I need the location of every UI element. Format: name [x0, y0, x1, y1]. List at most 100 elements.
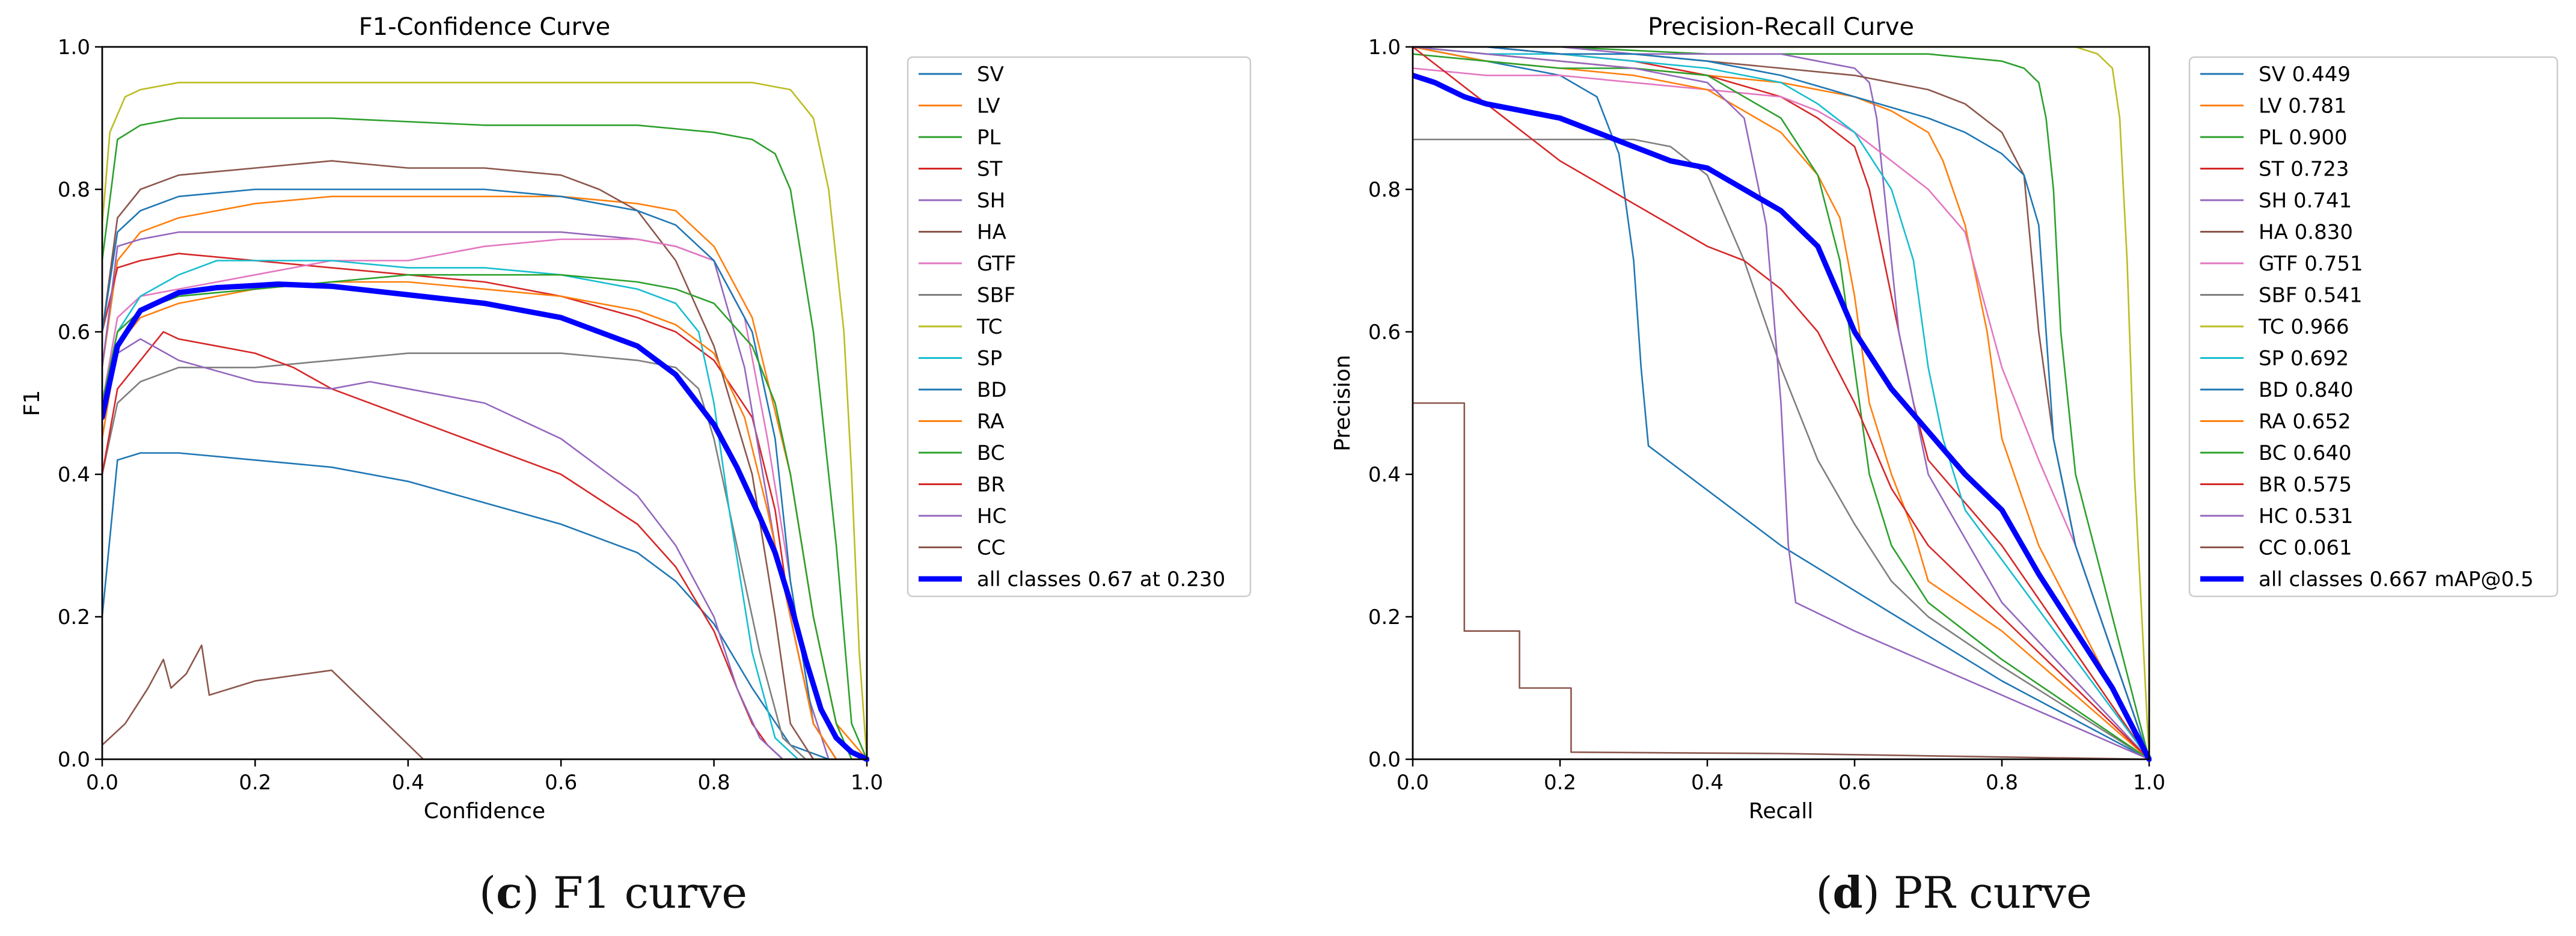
pr-legend-label-lv: LV 0.781: [2259, 94, 2347, 118]
caption-right-text: PR curve: [1894, 867, 2092, 918]
pr-series-bd: [1413, 46, 2150, 760]
f1-ytick-label: 0.4: [58, 463, 90, 487]
f1-legend-label-bd: BD: [977, 378, 1007, 402]
pr-series-br: [1413, 46, 2150, 760]
f1-legend-label-tc: TC: [976, 315, 1003, 339]
pr-axes-spines: [1412, 46, 2150, 760]
f1-xtick-label: 1.0: [851, 771, 883, 795]
f1-series-bd: [102, 188, 837, 760]
pr-legend-label-sp: SP 0.692: [2259, 347, 2349, 371]
pr-legend-label-gtf: GTF 0.751: [2259, 252, 2363, 276]
f1-legend-label-sh: SH: [977, 189, 1005, 213]
f1-legend-label-all: all classes 0.67 at 0.230: [977, 567, 1225, 592]
pr-ytick-label: 1.0: [1368, 35, 1401, 60]
f1-ytick-label: 0.8: [58, 178, 90, 202]
f1-series-pl: [102, 117, 868, 760]
precision-recall-chart: 0.0 0.2 0.4 0.6 0.8 1.0 0.0 0.2 0.4 0.6 0.8 1.0 Prec…: [1330, 13, 2559, 824]
pr-ytick-label: 0.2: [1368, 605, 1401, 629]
f1-xtick-label: 0.0: [86, 771, 118, 795]
f1-legend-label-sbf: SBF: [977, 284, 1015, 308]
f1-ytick-label: 0.2: [58, 605, 90, 629]
f1-legend: SV LV PL ST SH HA GTF SBF TC SP BD RA BC BR HC CC all cl…: [907, 56, 1252, 598]
pr-series-bc: [1413, 53, 2150, 760]
pr-legend-label-cc: CC 0.061: [2259, 536, 2352, 560]
f1-xlabel: Confidence: [424, 799, 545, 824]
pr-legend-label-ha: HA 0.830: [2259, 221, 2353, 245]
f1-series-group: [102, 82, 869, 762]
f1-ylabel: F1: [20, 390, 44, 417]
f1-legend-label-hc: HC: [977, 504, 1006, 528]
pr-series-cc: [1413, 402, 2150, 760]
f1-legend-label-lv: LV: [977, 94, 1000, 118]
f1-series-bc: [102, 274, 852, 760]
pr-series-hc: [1413, 46, 2150, 760]
f1-legend-label-ra: RA: [977, 410, 1005, 434]
f1-legend-label-pl: PL: [977, 126, 1001, 150]
pr-legend-label-bd: BD 0.840: [2259, 378, 2354, 402]
pr-xtick-label: 0.2: [1544, 771, 1576, 795]
caption-left: (c) F1 curve: [479, 867, 747, 918]
f1-series-all: [102, 281, 869, 762]
f1-legend-label-st: ST: [977, 158, 1003, 182]
f1-legend-label-cc: CC: [977, 536, 1005, 560]
caption-left-letter: c: [496, 867, 522, 918]
pr-title: Precision-Recall Curve: [1648, 13, 1914, 41]
pr-legend-box: [2188, 56, 2559, 598]
f1-series-ra: [102, 281, 837, 760]
pr-series-pl: [1413, 46, 2150, 760]
pr-legend-label-all: all classes 0.667 mAP@0.5: [2259, 567, 2533, 592]
caption-right-letter: d: [1832, 867, 1862, 918]
f1-series-gtf: [102, 238, 837, 760]
pr-legend-label-st: ST 0.723: [2259, 158, 2349, 182]
pr-legend: SV 0.449 LV 0.781 PL 0.900 ST 0.723 SH 0.741…: [2188, 56, 2559, 598]
pr-legend-label-bc: BC 0.640: [2259, 441, 2352, 465]
f1-axes-spines: [101, 46, 868, 760]
f1-legend-label-sp: SP: [977, 347, 1002, 371]
f1-xtick-label: 0.8: [698, 771, 730, 795]
pr-legend-label-pl: PL 0.900: [2259, 126, 2348, 150]
pr-xtick-label: 0.0: [1397, 771, 1429, 795]
pr-ytick-label: 0.0: [1368, 748, 1401, 772]
pr-legend-label-sbf: SBF 0.541: [2259, 284, 2363, 308]
pr-series-sp: [1413, 46, 2150, 760]
caption-right: (d) PR curve: [1816, 867, 2091, 918]
f1-legend-box: [907, 56, 1252, 598]
f1-ytick-label: 1.0: [58, 35, 90, 60]
f1-series-sv: [102, 452, 830, 760]
pr-xtick-label: 0.4: [1691, 771, 1724, 795]
pr-series-sbf: [1413, 138, 2150, 760]
pr-series-sh: [1413, 46, 2150, 760]
f1-xtick-label: 0.2: [239, 771, 271, 795]
f1-xtick-label: 0.6: [545, 771, 577, 795]
caption-left-text: F1 curve: [553, 867, 747, 918]
f1-series-hc: [102, 338, 784, 760]
pr-ytick-label: 0.8: [1368, 178, 1401, 202]
f1-xtick-label: 0.4: [392, 771, 424, 795]
pr-ytick-label: 0.4: [1368, 463, 1401, 487]
f1-series-tc: [102, 82, 868, 760]
pr-xtick-label: 0.8: [1986, 771, 2018, 795]
f1-ytick-label: 0.0: [58, 748, 90, 772]
f1-ytick-label: 0.6: [58, 320, 90, 344]
pr-series-all: [1413, 72, 2152, 762]
pr-ylabel: Precision: [1330, 355, 1355, 451]
f1-legend-label-bc: BC: [977, 441, 1005, 465]
f1-legend-label-gtf: GTF: [977, 252, 1016, 276]
pr-legend-label-sh: SH 0.741: [2259, 189, 2352, 213]
f1-confidence-chart: 0.0 0.2 0.4 0.6 0.8 1.0 0.0 0.2 0.4 0.6 0.8 1.0 F1-C…: [20, 13, 1252, 824]
pr-xtick-label: 0.6: [1838, 771, 1871, 795]
pr-xlabel: Recall: [1749, 799, 1813, 824]
f1-legend-label-sv: SV: [977, 63, 1004, 87]
pr-legend-label-br: BR 0.575: [2259, 473, 2352, 497]
pr-xtick-label: 1.0: [2133, 771, 2165, 795]
pr-legend-label-ra: RA 0.652: [2259, 410, 2351, 434]
pr-legend-label-tc: TC 0.966: [2258, 315, 2349, 339]
pr-series-ra: [1413, 46, 2150, 760]
pr-legend-label-sv: SV 0.449: [2259, 63, 2351, 87]
f1-title: F1-Confidence Curve: [359, 13, 611, 41]
f1-series-sh: [102, 231, 830, 760]
f1-legend-label-ha: HA: [977, 221, 1006, 245]
f1-series-sp: [102, 260, 799, 760]
f1-legend-label-br: BR: [977, 473, 1005, 497]
